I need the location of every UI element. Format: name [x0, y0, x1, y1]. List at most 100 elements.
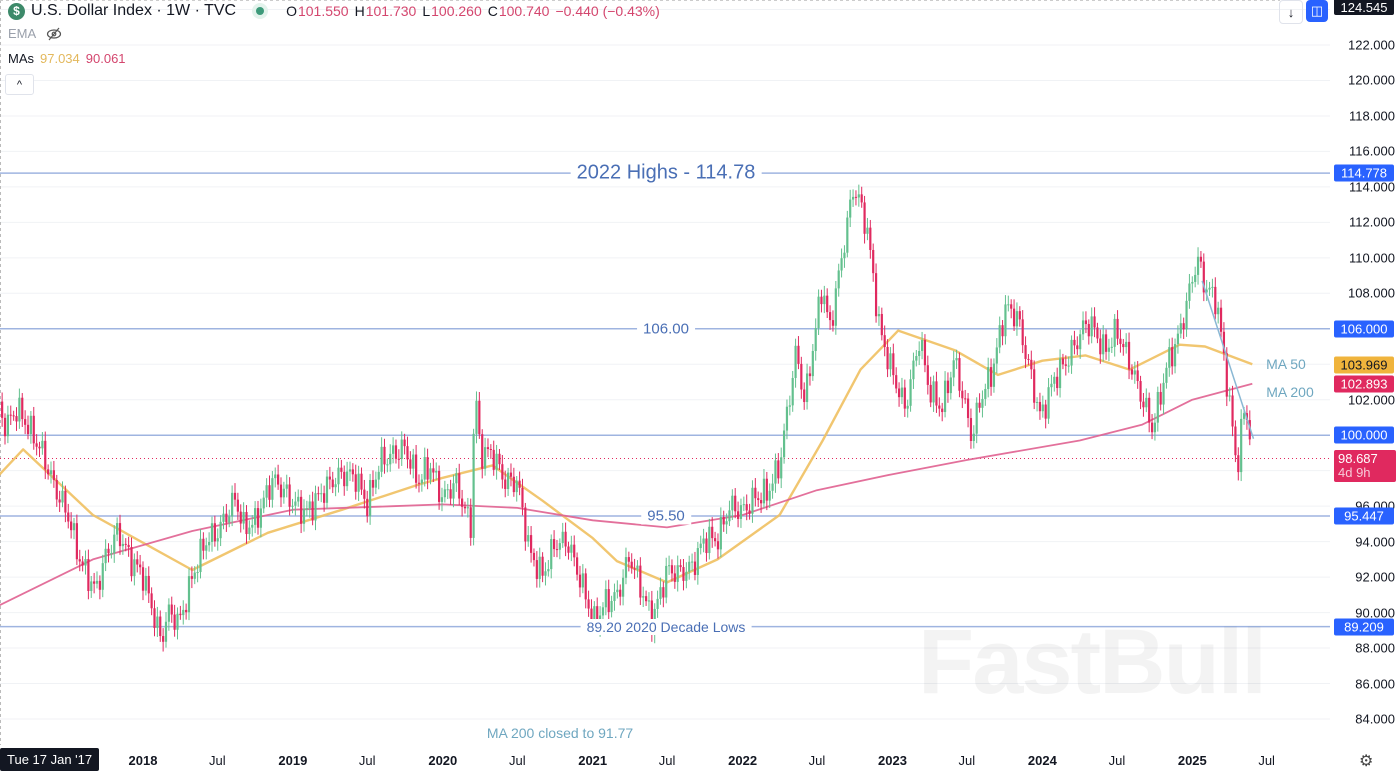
candle-body [527, 535, 530, 542]
candle-body [797, 345, 800, 364]
candle-body [389, 453, 392, 465]
candle-body [1136, 370, 1139, 382]
candle-body [271, 478, 274, 500]
lows-annotation[interactable]: 89.20 2020 Decade Lows [580, 618, 752, 635]
time-tick-label: Jul [658, 753, 676, 768]
candle-body [262, 497, 265, 509]
close-label: C [487, 3, 498, 19]
candle-body [989, 367, 993, 387]
ma200-note-annotation[interactable]: MA 200 closed to 91.77 [486, 725, 634, 741]
candle-body [406, 446, 409, 460]
candlesticks [0, 184, 1251, 652]
candle-body [1047, 387, 1050, 419]
market-status-dot-icon [256, 7, 265, 15]
candle-body [771, 483, 774, 491]
ema-label[interactable]: EMA [8, 26, 37, 41]
candle-body [538, 556, 541, 579]
candle-body [242, 511, 245, 524]
trendline[interactable] [1201, 280, 1255, 439]
ema-indicator-row[interactable]: EMA [8, 26, 62, 41]
candle-body [78, 559, 81, 562]
candle-body [650, 600, 653, 635]
candle-body [282, 488, 285, 498]
candle-body [955, 358, 958, 361]
candle-body [734, 495, 737, 512]
candle-body [869, 227, 872, 250]
candle-body [98, 580, 101, 590]
candle-body [1056, 376, 1059, 389]
candle-body [639, 565, 642, 598]
candle-body [1179, 323, 1182, 334]
candle-body [751, 487, 754, 514]
candle-body [489, 448, 492, 450]
highs-annotation[interactable]: 2022 Highs - 114.78 [570, 161, 762, 185]
candle-body [736, 511, 740, 519]
candle-body [415, 454, 418, 483]
candle-body [1099, 338, 1102, 355]
auto-scale-button[interactable]: ◫ [1306, 0, 1328, 22]
low-value: 100.260 [431, 3, 482, 19]
level95-annotation[interactable]: 95.50 [641, 507, 691, 525]
candle-body [570, 544, 573, 553]
gear-icon[interactable]: ⚙ [1359, 753, 1374, 770]
candle-body [438, 470, 441, 502]
candle-body [380, 446, 383, 472]
candle-body [245, 511, 248, 535]
price-tick-label: 120.000 [1348, 72, 1395, 88]
candle-body [222, 513, 225, 522]
eye-crossed-icon[interactable] [46, 27, 62, 41]
candle-body [1004, 304, 1007, 337]
level106-annotation[interactable]: 106.00 [637, 320, 695, 338]
candle-body [452, 483, 455, 499]
candle-body [18, 397, 21, 422]
collapse-legend-button[interactable]: ^ [5, 74, 34, 95]
candle-body [690, 561, 694, 563]
candle-body [75, 523, 78, 560]
candle-body [216, 538, 219, 542]
ma50-label-annotation[interactable]: MA 50 [1266, 356, 1306, 372]
candle-body [153, 608, 156, 628]
price-level-box: 100.000 [1334, 426, 1394, 444]
candle-body [472, 433, 475, 538]
candle-body [843, 252, 846, 259]
candle-body [883, 335, 886, 347]
candle-body [1010, 304, 1013, 309]
candle-body [144, 575, 147, 591]
candle-body [1219, 307, 1223, 332]
candle-body [1018, 311, 1021, 320]
candle-body [412, 454, 415, 469]
candle-body [659, 587, 662, 599]
scroll-to-latest-button[interactable]: ↓ [1279, 0, 1303, 24]
symbol-title[interactable]: U.S. Dollar Index · 1W · TVC [31, 2, 237, 19]
candle-body [228, 516, 231, 523]
candle-body [377, 471, 380, 480]
price-tick-label: 118.000 [1348, 108, 1395, 124]
candle-body [995, 347, 998, 364]
candle-body [1182, 323, 1185, 330]
candle-body [575, 557, 579, 575]
candle-body [1153, 422, 1157, 433]
price-tick-label: 90.000 [1355, 605, 1395, 621]
candle-body [1073, 339, 1076, 346]
price-tick-label: 114.000 [1348, 179, 1395, 195]
candle-body [463, 506, 467, 509]
candle-body [713, 538, 717, 542]
candle-body [630, 561, 633, 569]
candle-body [121, 543, 124, 547]
candle-body [84, 559, 87, 566]
change-value: −0.440 (−0.43%) [555, 3, 660, 19]
candle-body [803, 389, 806, 403]
candle-body [265, 485, 268, 498]
candle-body [596, 606, 599, 628]
candle-body [670, 565, 674, 574]
candle-body [205, 545, 208, 551]
candle-body [633, 568, 636, 570]
candle-body [1168, 347, 1171, 368]
candle-body [682, 567, 685, 581]
candle-body [176, 613, 179, 630]
ma200-label-annotation[interactable]: MA 200 [1266, 384, 1314, 400]
mas-label[interactable]: MAs [8, 51, 34, 66]
mas-indicator-row[interactable]: MAs 97.034 90.061 [8, 51, 126, 66]
candle-body [164, 621, 168, 642]
